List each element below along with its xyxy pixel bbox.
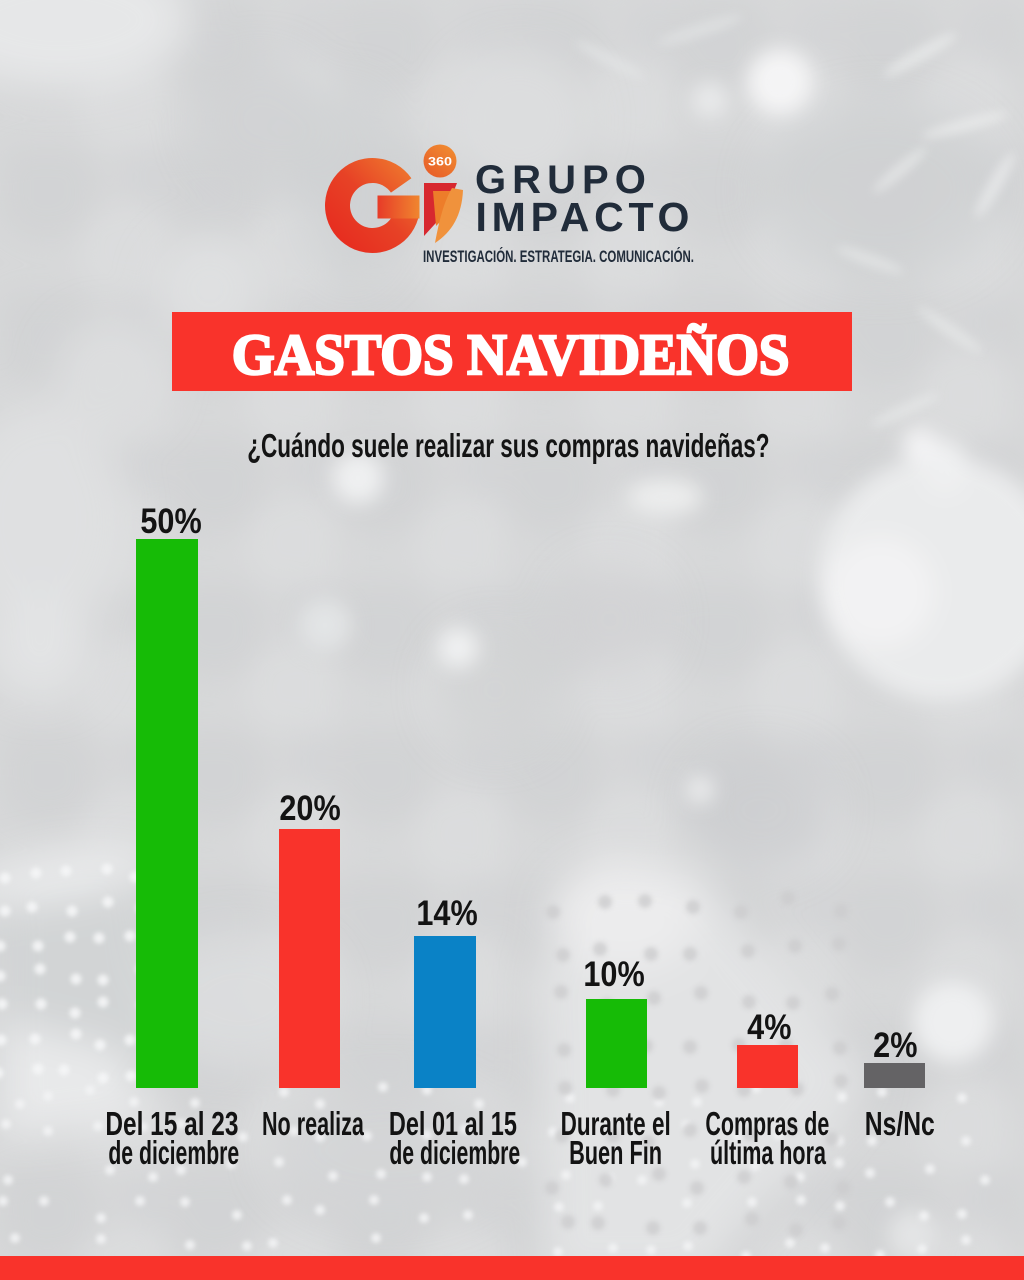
svg-text:360: 360 <box>428 155 452 169</box>
